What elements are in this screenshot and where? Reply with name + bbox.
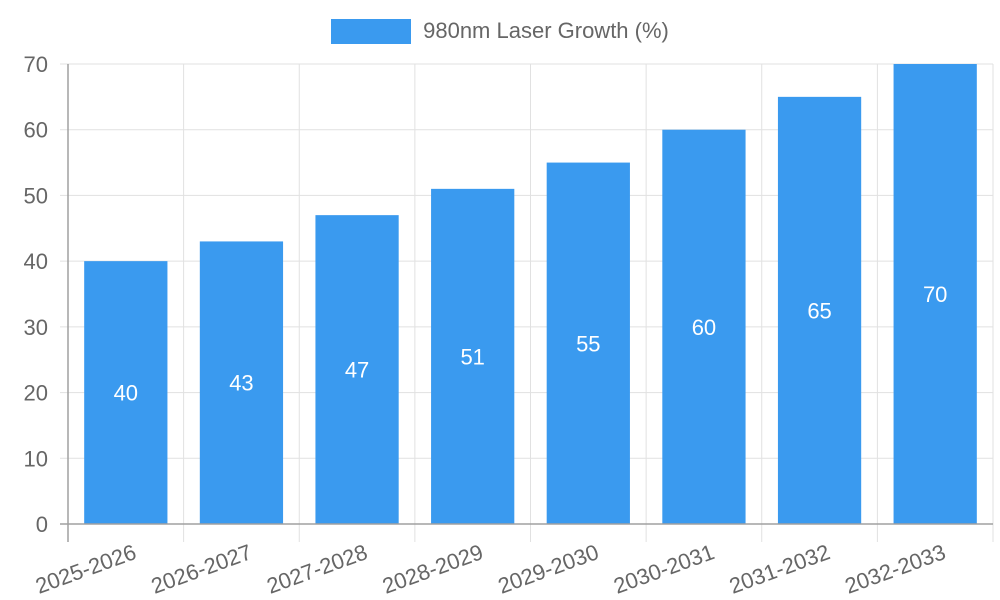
x-tick-label: 2030-2031	[610, 539, 717, 598]
legend-label[interactable]: 980nm Laser Growth (%)	[423, 18, 669, 43]
y-tick-label: 20	[24, 381, 48, 406]
x-tick-label: 2027-2028	[263, 539, 370, 598]
y-tick-label: 70	[24, 52, 48, 77]
bar[interactable]	[546, 162, 630, 525]
bar[interactable]	[662, 129, 746, 524]
y-tick-label: 30	[24, 315, 48, 340]
y-tick-label: 50	[24, 183, 48, 208]
legend-swatch[interactable]	[331, 18, 412, 44]
bar-value-label: 43	[229, 371, 253, 396]
x-tick-label: 2031-2032	[726, 539, 833, 598]
bar-value-label: 40	[114, 381, 138, 406]
x-tick-label: 2029-2030	[495, 539, 602, 598]
x-tick-label: 2028-2029	[379, 539, 486, 598]
x-tick-label: 2026-2027	[148, 539, 255, 598]
y-tick-label: 10	[24, 446, 48, 471]
bar[interactable]	[431, 188, 515, 524]
bar-value-label: 65	[807, 298, 831, 323]
bar[interactable]	[777, 96, 862, 524]
bar[interactable]	[84, 261, 168, 524]
x-tick-label: 2025-2026	[32, 539, 139, 598]
bar[interactable]	[893, 64, 977, 524]
bar[interactable]	[199, 241, 284, 524]
bar-value-label: 70	[923, 282, 947, 307]
y-tick-label: 0	[36, 512, 48, 537]
chart-legend: 980nm Laser Growth (%)	[0, 18, 1000, 44]
y-tick-label: 40	[24, 249, 48, 274]
bar-value-label: 60	[692, 315, 716, 340]
bar-value-label: 51	[460, 344, 484, 369]
bar-value-label: 47	[345, 358, 369, 383]
y-tick-label: 60	[24, 118, 48, 143]
x-tick-label: 2032-2033	[841, 539, 948, 598]
bar-value-label: 55	[576, 331, 600, 356]
bar[interactable]	[315, 215, 399, 524]
